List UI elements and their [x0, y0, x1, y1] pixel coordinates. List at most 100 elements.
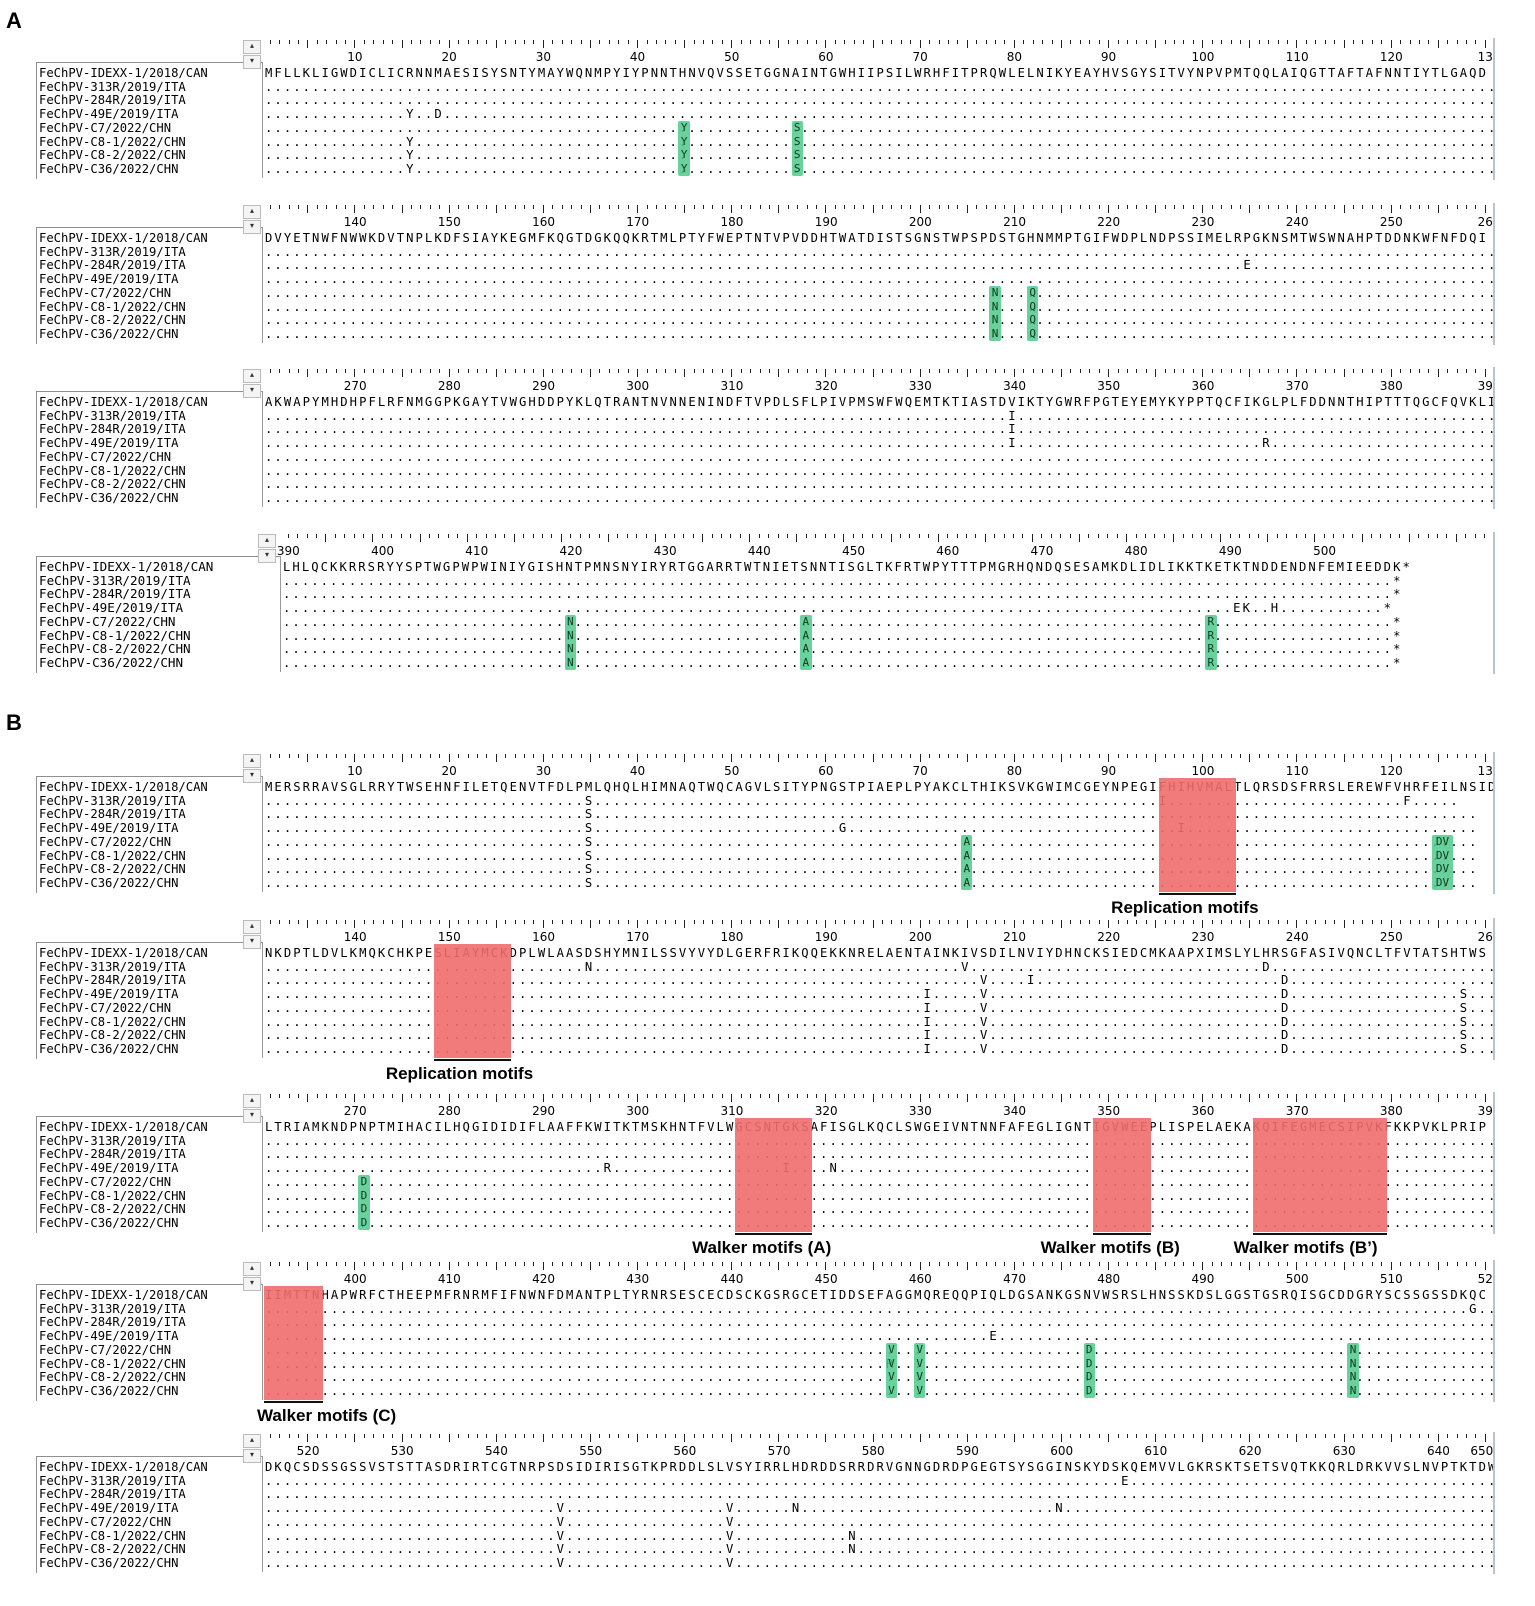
ruler-tick: [363, 1094, 365, 1098]
ruler-tick: [768, 205, 770, 209]
scroll-down-icon[interactable]: ▾: [243, 55, 261, 69]
ruler-tick: [929, 1094, 931, 1098]
ruler-tick: [1126, 205, 1128, 209]
ruler-tick: [1456, 205, 1458, 209]
scroll-down-icon[interactable]: ▾: [243, 220, 261, 234]
ruler-tick: [1400, 1434, 1402, 1438]
ruler-tick: [542, 40, 544, 48]
ruler-tick: [439, 920, 441, 924]
scroll-up-icon[interactable]: ▴: [243, 369, 261, 383]
viewer-right-edge: [1493, 1260, 1495, 1402]
ruler-number: 250: [1379, 215, 1403, 229]
ruler-tick: [297, 205, 299, 209]
scroll-down-icon[interactable]: ▾: [243, 935, 261, 949]
ruler-tick: [533, 1094, 535, 1098]
ruler-tick: [731, 754, 733, 762]
scroll-arrows[interactable]: ▴ ▾: [243, 1434, 261, 1463]
ruler-tick: [1060, 1094, 1062, 1102]
sequence-name: FeChPV-IDEXX-1/2018/CAN: [39, 946, 208, 960]
ruler-tick: [778, 369, 780, 377]
ruler-tick: [1210, 534, 1212, 538]
sequence-name: FeChPV-C36/2022/CHN: [39, 490, 179, 505]
ruler-tick: [391, 534, 393, 538]
ruler-tick: [467, 920, 469, 924]
ruler-tick: [1353, 40, 1354, 44]
ruler-tick: [976, 754, 978, 758]
sequence-name: FeChPV-IDEXX-1/2018/CAN: [39, 1120, 208, 1134]
ruler-tick: [966, 920, 968, 928]
scroll-up-icon[interactable]: ▴: [243, 1434, 261, 1448]
ruler-tick: [279, 205, 281, 209]
scroll-down-icon[interactable]: ▾: [243, 1109, 261, 1123]
ruler-tick: [976, 369, 978, 373]
scroll-up-icon[interactable]: ▴: [243, 920, 261, 934]
scroll-down-icon[interactable]: ▾: [243, 769, 261, 783]
ruler-tick: [1456, 754, 1458, 758]
ruler-tick: [655, 40, 657, 44]
ruler-tick: [580, 205, 582, 209]
ruler-tick: [458, 754, 460, 758]
ruler-tick: [1051, 920, 1053, 924]
ruler-tick: [910, 920, 912, 924]
ruler-tick: [976, 1262, 978, 1266]
scroll-up-icon[interactable]: ▴: [258, 534, 276, 548]
ruler-tick: [401, 920, 403, 928]
ruler-tick: [1418, 1094, 1420, 1098]
ruler-number: 200: [908, 215, 932, 229]
scroll-arrows[interactable]: ▴ ▾: [258, 534, 276, 563]
ruler-tick: [1079, 205, 1081, 209]
scroll-arrows[interactable]: ▴ ▾: [243, 1262, 261, 1291]
sequence-row: ........................................…: [265, 258, 1493, 273]
scroll-up-icon[interactable]: ▴: [243, 40, 261, 54]
scroll-arrows[interactable]: ▴ ▾: [243, 40, 261, 69]
sequence-name: FeChPV-C8-1/2022/CHN: [39, 1188, 186, 1203]
scroll-arrows[interactable]: ▴ ▾: [243, 369, 261, 398]
ruler-tick: [315, 534, 317, 538]
ruler-number: 39: [1477, 379, 1493, 393]
scroll-down-icon[interactable]: ▾: [243, 1449, 261, 1463]
ruler-tick: [1088, 534, 1090, 538]
scroll-arrows[interactable]: ▴ ▾: [243, 754, 261, 783]
variant-residue: N: [566, 655, 574, 669]
ruler-number: 160: [532, 215, 555, 229]
scroll-up-icon[interactable]: ▴: [243, 1262, 261, 1276]
scroll-arrows[interactable]: ▴ ▾: [243, 1094, 261, 1123]
ruler-tick: [703, 369, 705, 373]
scroll-arrows[interactable]: ▴ ▾: [243, 920, 261, 949]
ruler-tick: [768, 534, 770, 538]
ruler-tick: [1314, 534, 1316, 542]
scroll-up-icon[interactable]: ▴: [243, 205, 261, 219]
ruler-tick: [1268, 1434, 1270, 1438]
ruler-tick: [1145, 40, 1147, 44]
ruler-tick: [976, 1094, 978, 1098]
ruler-tick: [1324, 205, 1326, 209]
ruler-tick: [891, 754, 893, 758]
scroll-up-icon[interactable]: ▴: [243, 1094, 261, 1108]
ruler-tick: [458, 369, 460, 373]
ruler-tick: [439, 205, 441, 209]
ruler-tick: [1089, 205, 1091, 209]
ruler-tick: [618, 369, 620, 373]
scroll-down-icon[interactable]: ▾: [243, 384, 261, 398]
ruler-tick: [269, 920, 271, 924]
ruler-tick: [1428, 1094, 1430, 1098]
ruler-number: 240: [1285, 930, 1309, 944]
scroll-arrows[interactable]: ▴ ▾: [243, 205, 261, 234]
scroll-down-icon[interactable]: ▾: [258, 549, 276, 563]
ruler-tick: [1089, 1434, 1091, 1438]
ruler-tick: [1070, 205, 1072, 209]
variant-residue: N: [1349, 1342, 1357, 1356]
ruler-tick: [825, 369, 827, 377]
ruler-tick: [1192, 1434, 1194, 1438]
ruler-tick: [1164, 1094, 1166, 1098]
ruler-tick: [495, 1262, 497, 1270]
sequence-name: FeChPV-C8-1/2022/CHN: [39, 848, 186, 863]
scroll-up-icon[interactable]: ▴: [243, 754, 261, 768]
ruler-tick: [1296, 40, 1298, 48]
ruler-tick: [768, 1262, 770, 1266]
ruler-tick: [891, 1094, 893, 1098]
scroll-down-icon[interactable]: ▾: [243, 1277, 261, 1291]
ruler-tick: [1126, 534, 1128, 542]
ruler-tick: [655, 1262, 657, 1266]
ruler-tick: [853, 1094, 855, 1098]
